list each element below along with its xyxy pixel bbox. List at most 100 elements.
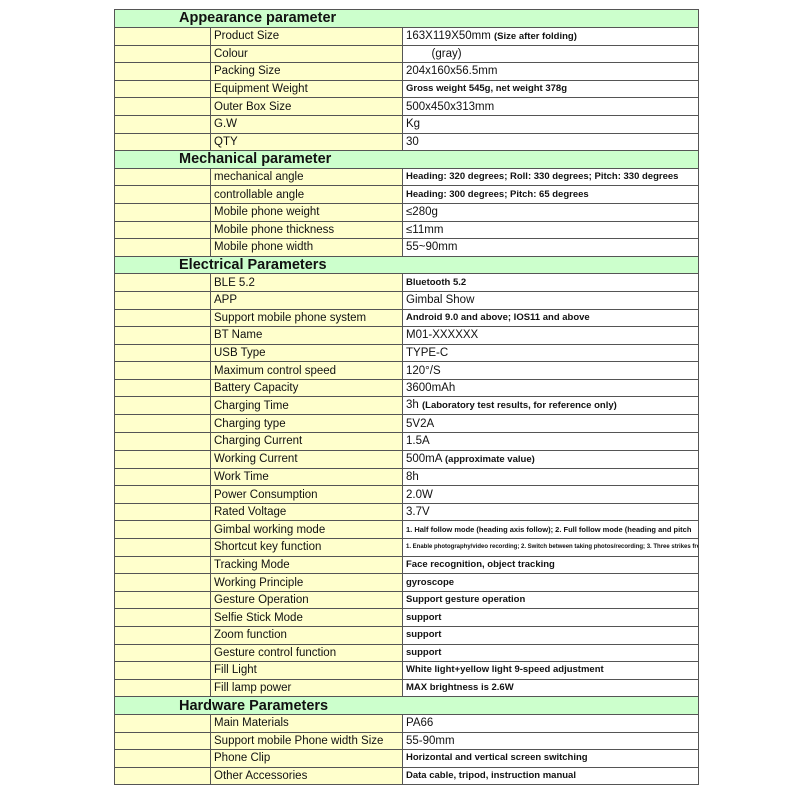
spec-label: Gesture Operation <box>210 590 403 610</box>
blank-cell <box>114 555 211 575</box>
blank-cell <box>114 62 211 81</box>
spec-value: 3.7V <box>401 502 700 522</box>
blank-cell <box>114 378 211 398</box>
spec-row: Selfie Stick Mode support <box>114 608 700 627</box>
spec-row: Tracking Mode Face recognition, object tr… <box>114 555 700 575</box>
blank-cell <box>114 396 211 416</box>
section-header: Electrical Parameters <box>113 255 700 275</box>
spec-row: APP Gimbal Show <box>114 290 700 310</box>
spec-label: Product Size <box>210 26 403 46</box>
value-text: 1.5A <box>406 435 430 448</box>
spec-row: Mobile phone weight ≤280g <box>114 202 700 222</box>
blank-cell <box>114 185 211 204</box>
blank-cell <box>114 731 211 751</box>
spec-value: Heading: 300 degrees; Pitch: 65 degrees <box>401 185 700 204</box>
blank-cell <box>114 467 211 487</box>
spec-label: mechanical angle <box>210 167 403 187</box>
spec-label: APP <box>210 290 403 310</box>
section-title: Electrical Parameters <box>113 255 700 275</box>
blank-cell <box>114 167 211 187</box>
value-text: White light+yellow light 9-speed adjustm… <box>406 664 604 676</box>
spec-row: Working Principle gyroscope <box>114 573 700 592</box>
section-title: Hardware Parameters <box>113 696 700 715</box>
spec-value: 8h <box>401 467 700 487</box>
spec-value: Gross weight 545g, net weight 378g <box>401 79 700 99</box>
value-text: 204x160x56.5mm <box>406 65 498 78</box>
spec-value: ≤280g <box>401 202 700 222</box>
value-text: TYPE-C <box>406 346 449 359</box>
value-text: 163X119X50mm <box>406 29 491 42</box>
value-note: (Laboratory test results, for reference … <box>422 400 617 412</box>
spec-row: Charging Time 3h (Laboratory test results… <box>114 396 700 416</box>
blank-cell <box>114 608 211 627</box>
spec-label: Power Consumption <box>210 485 403 504</box>
value-text: 3.7V <box>406 506 430 519</box>
blank-cell <box>114 343 211 363</box>
blank-cell <box>114 290 211 310</box>
spec-row: Packing Size 204x160x56.5mm <box>114 62 700 81</box>
spec-table: Appearance parameter Product Size 163X119X… <box>113 9 700 786</box>
spec-label: Maximum control speed <box>210 361 403 380</box>
spec-label: Fill Light <box>210 661 403 680</box>
spec-label: Packing Size <box>210 62 403 81</box>
value-text: 3600mAh <box>406 382 456 395</box>
spec-row: Gesture Operation Support gesture operati… <box>114 590 700 610</box>
spec-label: Mobile phone weight <box>210 202 403 222</box>
value-text: PA66 <box>406 717 434 730</box>
blank-cell <box>114 538 211 557</box>
spec-label: G.W <box>210 114 403 134</box>
value-text: Gimbal Show <box>406 294 475 307</box>
spec-label: Mobile phone thickness <box>210 220 403 240</box>
spec-label: BT Name <box>210 326 403 345</box>
spec-label: Equipment Weight <box>210 79 403 99</box>
spec-value: Support gesture operation <box>401 590 700 610</box>
blank-cell <box>114 273 211 292</box>
spec-label: Main Materials <box>210 713 403 733</box>
spec-value: Horizontal and vertical screen switching <box>401 749 700 768</box>
spec-label: Charging type <box>210 414 403 434</box>
blank-cell <box>114 766 211 786</box>
value-text: support <box>406 611 442 623</box>
blank-cell <box>114 502 211 522</box>
spec-value: 55-90mm <box>401 731 700 751</box>
spec-row: Support mobile phone system Android 9.0 a… <box>114 308 700 328</box>
value-text: Horizontal and vertical screen switching <box>406 752 588 764</box>
spec-row: Product Size 163X119X50mm (Size after fol… <box>114 26 700 46</box>
blank-cell <box>114 485 211 504</box>
value-text: 55~90mm <box>406 241 458 254</box>
spec-label: Support mobile Phone width Size <box>210 731 403 751</box>
spec-label: Selfie Stick Mode <box>210 608 403 627</box>
spec-label: QTY <box>210 132 403 152</box>
value-text: Heading: 320 degrees; Roll: 330 degrees;… <box>406 171 679 183</box>
blank-cell <box>114 449 211 469</box>
spec-row: Shortcut key function 1. Enable photograp… <box>114 538 700 557</box>
section-title: Appearance parameter <box>113 9 700 28</box>
spec-value: Face recognition, object tracking <box>401 555 700 575</box>
blank-cell <box>114 749 211 768</box>
spec-label: Working Principle <box>210 573 403 592</box>
spec-row: Equipment Weight Gross weight 545g, net w… <box>114 79 700 99</box>
spec-value: support <box>401 626 700 645</box>
blank-cell <box>114 97 211 116</box>
spec-value: gyroscope <box>401 573 700 592</box>
spec-value: M01-XXXXXX <box>401 326 700 345</box>
spec-value: 1. Half follow mode (heading axis follow… <box>401 520 700 540</box>
value-text: 5V2A <box>406 417 435 430</box>
spec-row: QTY 30 <box>114 132 700 152</box>
spec-value: 3h (Laboratory test results, for referen… <box>401 396 700 416</box>
value-text: ≤280g <box>406 206 438 219</box>
spec-value: 163X119X50mm (Size after folding) <box>401 26 700 46</box>
blank-cell <box>114 44 211 64</box>
spec-value: MAX brightness is 2.6W <box>401 678 700 698</box>
spec-value: 30 <box>401 132 700 152</box>
value-text: ≤11mm <box>406 223 444 236</box>
spec-row: Zoom function support <box>114 626 700 645</box>
blank-cell <box>114 520 211 540</box>
spec-row: BLE 5.2 Bluetooth 5.2 <box>114 273 700 292</box>
spec-row: BT Name M01-XXXXXX <box>114 326 700 345</box>
section-header: Mechanical parameter <box>113 150 700 169</box>
spec-label: Battery Capacity <box>210 378 403 398</box>
spec-label: Outer Box Size <box>210 97 403 116</box>
spec-label: USB Type <box>210 343 403 363</box>
spec-row: Work Time 8h <box>114 467 700 487</box>
